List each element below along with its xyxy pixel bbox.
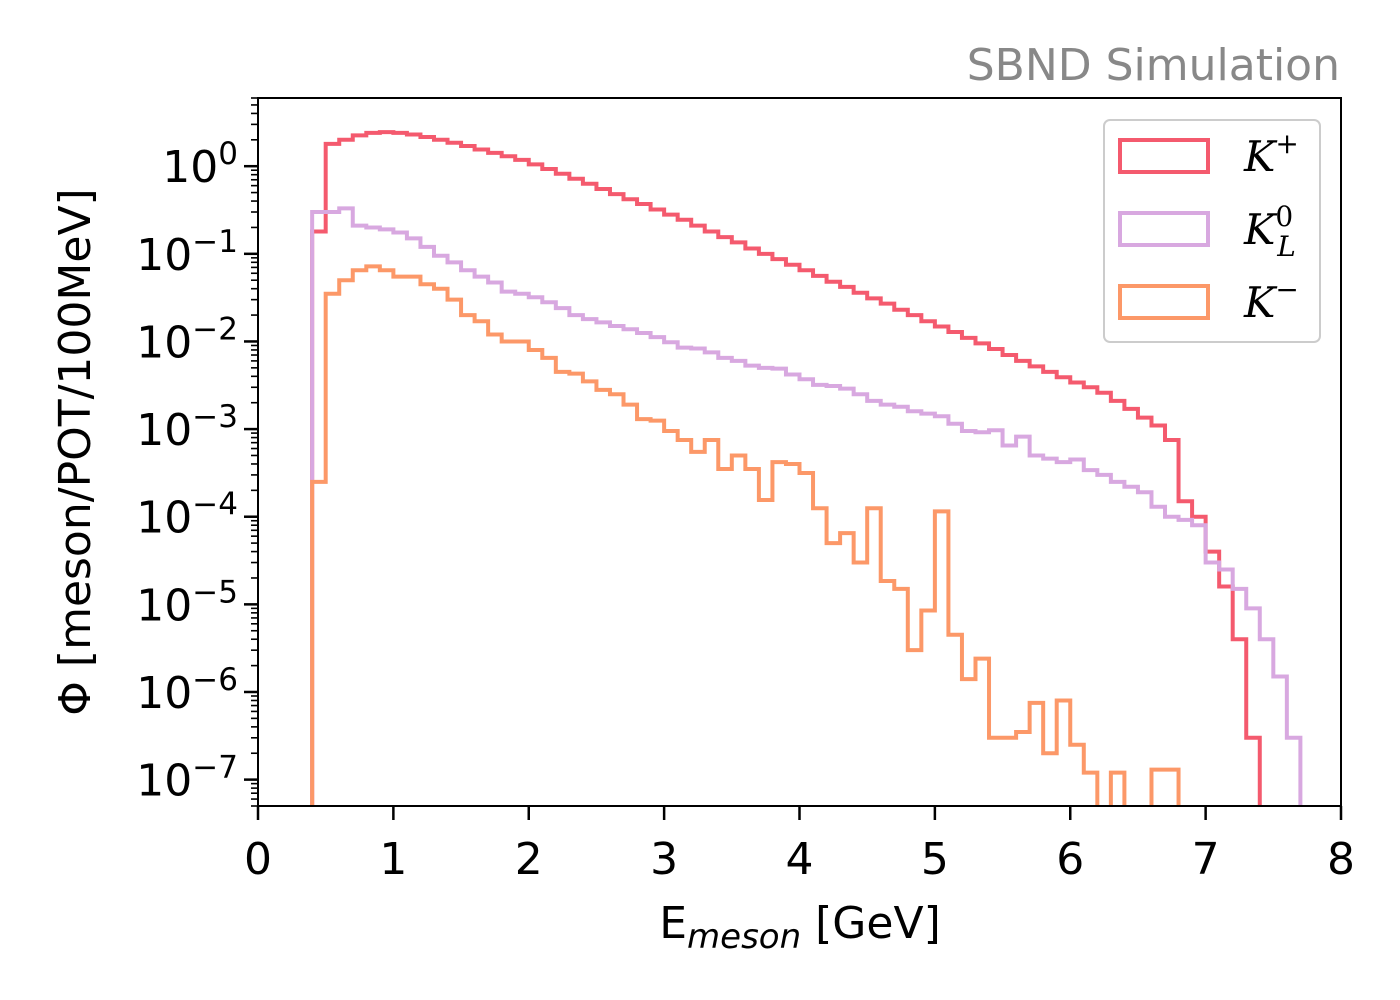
x-tick-label: 4 [786, 834, 814, 885]
legend: K+ K0 L K− [1103, 119, 1321, 343]
legend-label-K+: K+ [1243, 127, 1299, 181]
legend-swatch [1118, 284, 1210, 320]
x-tick-label: 0 [244, 834, 272, 885]
series-K--line [310, 264, 1181, 806]
x-tick-label: 6 [1056, 834, 1084, 885]
y-axis: 100 10−1 10−2 10−3 10−4 10−5 10−6 10−7 [136, 97, 258, 807]
y-tick-label: 10−6 [136, 662, 238, 719]
y-tick-label: 10−4 [136, 487, 238, 544]
y-tick-label: 10−5 [136, 574, 238, 631]
corner-label: SBND Simulation [967, 40, 1340, 91]
y-tick-label: 10−2 [136, 311, 238, 368]
legend-label-K-: K− [1243, 273, 1299, 327]
y-tick-label: 100 [162, 136, 238, 193]
plot-area [310, 130, 1303, 806]
series-KL0-line [310, 206, 1303, 806]
x-tick-label: 2 [515, 834, 543, 885]
x-tick-label: 8 [1327, 834, 1355, 885]
plot-frame [257, 97, 1342, 807]
x-tick-label: 7 [1192, 834, 1220, 885]
y-tick-label: 10−7 [136, 750, 238, 807]
x-axis: 0 1 2 3 4 5 6 7 8 [244, 806, 1355, 885]
x-tick-label: 3 [650, 834, 678, 885]
legend-label-KL0: K0 L [1243, 200, 1296, 263]
x-axis-label: Emeson [GeV] [659, 898, 941, 957]
x-axis-label-main: E [659, 898, 687, 949]
y-tick-label: 10−1 [136, 224, 238, 281]
x-axis-label-sub: meson [687, 917, 801, 957]
x-axis-label-tail: [GeV] [801, 898, 941, 949]
y-tick-label: 10−3 [136, 399, 238, 456]
y-axis-label: Φ [meson/POT/100MeV] [50, 188, 101, 715]
x-tick-label: 5 [921, 834, 949, 885]
legend-swatch [1118, 138, 1210, 174]
x-tick-label: 1 [379, 834, 407, 885]
series-K+-line [310, 130, 1262, 806]
legend-swatch [1118, 211, 1210, 247]
